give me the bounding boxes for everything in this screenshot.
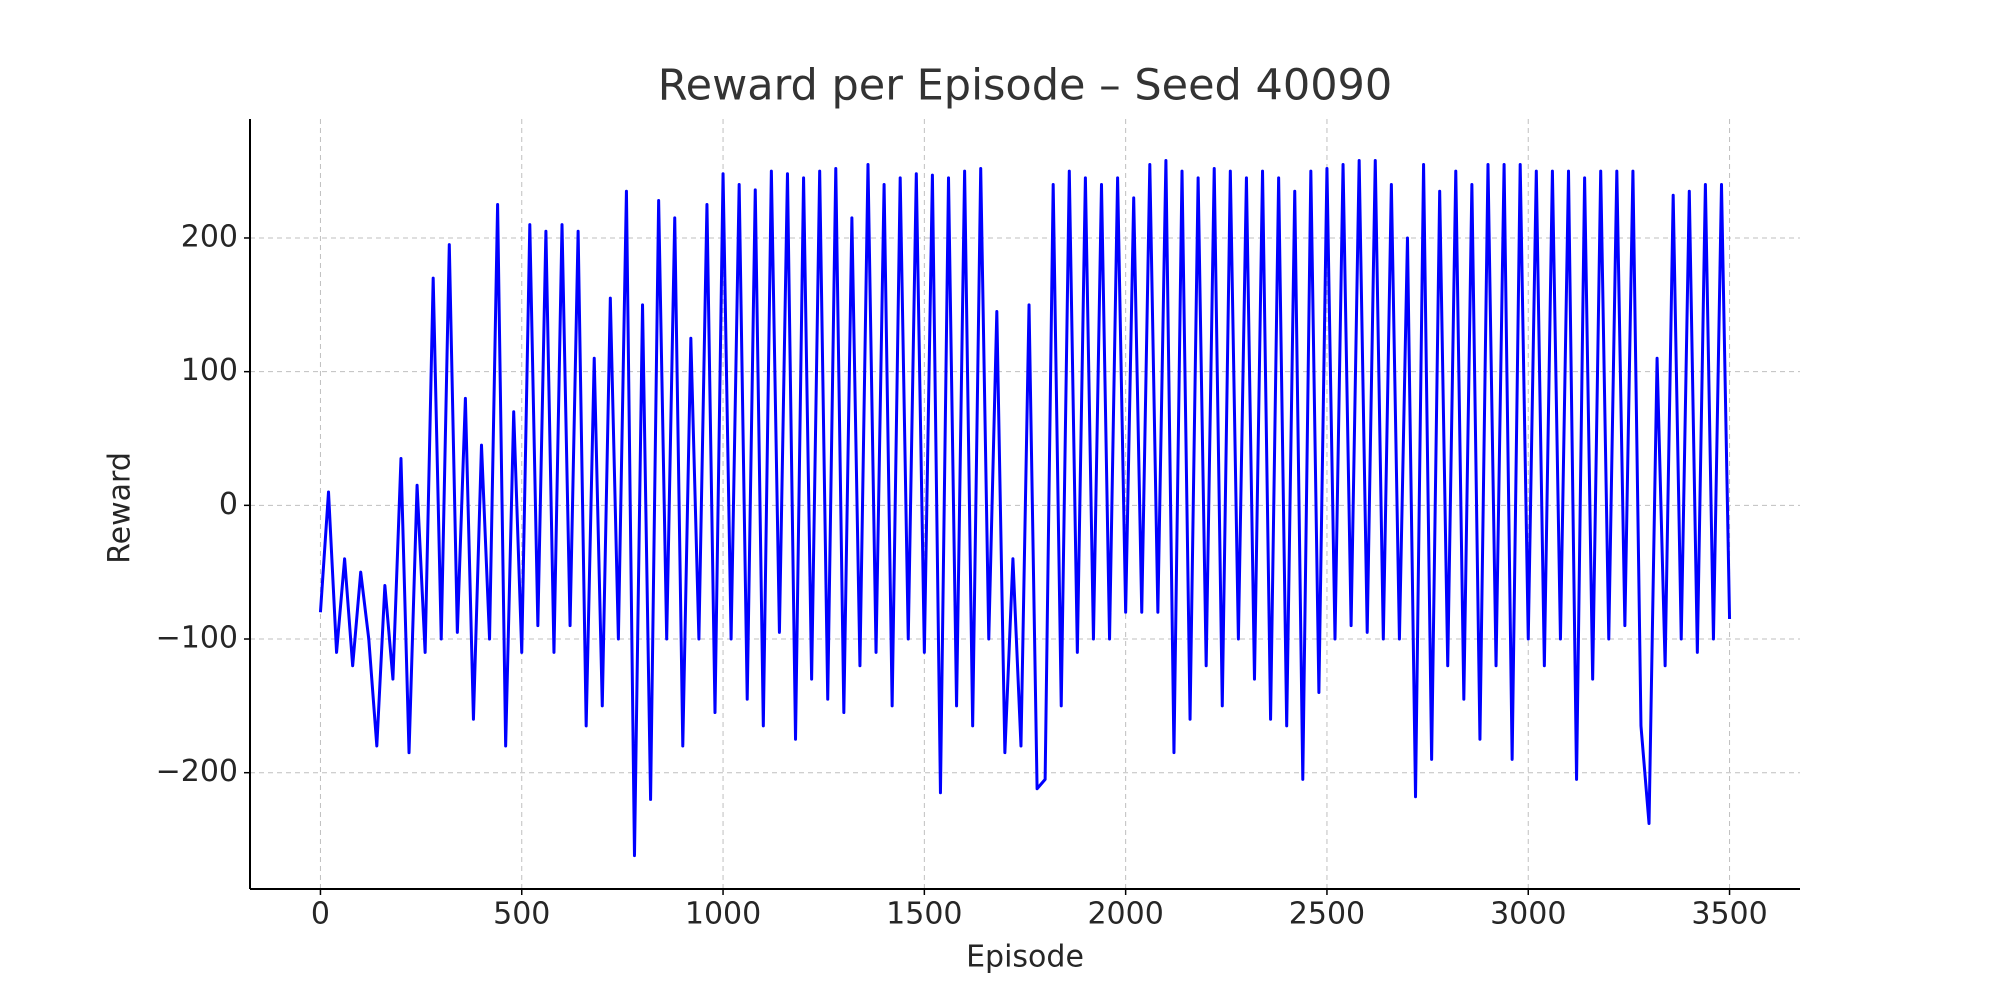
chart-title: Reward per Episode – Seed 40090	[658, 61, 1393, 111]
y-tick-label: 0	[219, 487, 238, 522]
x-tick-label: 1000	[685, 897, 761, 932]
y-tick-label: 200	[181, 219, 238, 254]
y-tick-label: −200	[156, 754, 238, 789]
x-tick-label: 3000	[1490, 897, 1566, 932]
x-tick-label: 3500	[1691, 897, 1767, 932]
x-tick-label: 500	[493, 897, 550, 932]
x-tick-label: 0	[311, 897, 330, 932]
x-tick-label: 2500	[1289, 897, 1365, 932]
x-axis-title: Episode	[966, 940, 1084, 975]
y-tick-label: −100	[156, 621, 238, 656]
data-line	[318, 158, 1732, 858]
x-tick-label: 1500	[886, 897, 962, 932]
x-tick-label: 2000	[1087, 897, 1163, 932]
y-tick-label: 100	[181, 353, 238, 388]
y-axis-title: Reward	[103, 452, 138, 564]
